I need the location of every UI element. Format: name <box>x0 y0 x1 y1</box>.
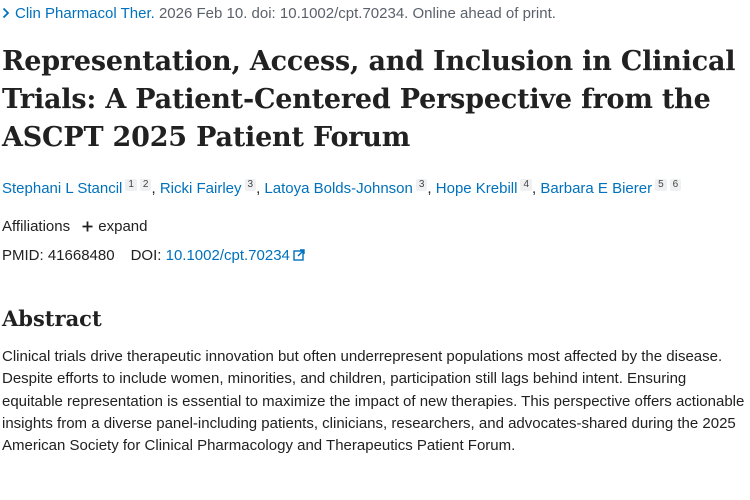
chevron-right-icon <box>2 7 10 19</box>
expand-label: expand <box>98 218 148 235</box>
affiliation-ref[interactable]: 4 <box>520 179 533 191</box>
affiliation-ref[interactable]: 6 <box>669 179 682 191</box>
author-link[interactable]: Hope Krebill <box>435 180 518 197</box>
abstract-heading: Abstract <box>2 306 102 331</box>
plus-icon <box>82 221 93 232</box>
article-title: Representation, Access, and Inclusion in… <box>2 46 736 153</box>
affiliations-row: Affiliations expand <box>2 217 147 237</box>
doi-label: DOI: <box>130 247 162 264</box>
author-separator: , <box>151 180 160 197</box>
affiliation-ref[interactable]: 1 <box>125 179 137 191</box>
author-link[interactable]: Latoya Bolds-Johnson <box>264 180 413 197</box>
journal-link[interactable]: Clin Pharmacol Ther. <box>2 5 155 22</box>
author-link[interactable]: Ricki Fairley <box>159 180 242 197</box>
affiliation-ref[interactable]: 3 <box>415 179 428 191</box>
author-link[interactable]: Stephani L Stancil <box>2 180 123 197</box>
affiliation-ref[interactable]: 2 <box>139 179 152 191</box>
identifiers-row: PMID: 41668480 DOI: 10.1002/cpt.70234 <box>2 246 305 266</box>
author-list: Stephani L Stancil 1 2, Ricki Fairley 3, La… <box>2 178 750 200</box>
doi-link[interactable]: 10.1002/cpt.70234 <box>166 247 305 264</box>
affiliations-label: Affiliations <box>2 218 71 235</box>
pmid-value: 41668480 <box>47 247 115 264</box>
author-separator: , <box>532 180 541 197</box>
expand-affiliations-button[interactable]: expand <box>82 218 147 235</box>
abstract-text: Clinical trials drive therapeutic innova… <box>2 348 745 455</box>
citation-line: Clin Pharmacol Ther. 2026 Feb 10. doi: 1… <box>2 4 750 24</box>
external-link-icon <box>293 249 305 261</box>
affiliation-ref[interactable]: 5 <box>655 179 667 191</box>
pmid-label: PMID: <box>2 247 44 264</box>
journal-name: Clin Pharmacol Ther. <box>15 5 155 22</box>
doi-value: 10.1002/cpt.70234 <box>165 247 290 264</box>
author-separator: , <box>256 180 265 197</box>
citation-details: 2026 Feb 10. doi: 10.1002/cpt.70234. Onl… <box>154 5 556 22</box>
affiliation-ref[interactable]: 3 <box>244 179 257 191</box>
author-separator: , <box>427 180 436 197</box>
author-link[interactable]: Barbara E Bierer <box>540 180 653 197</box>
